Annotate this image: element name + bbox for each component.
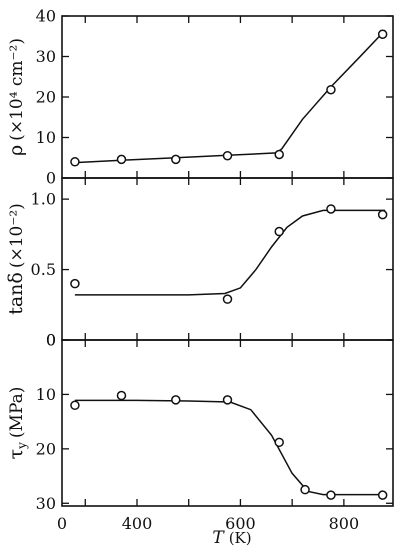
plot-frame [61, 339, 394, 507]
data-point [171, 395, 181, 405]
y-axis-symbol: tanδ [5, 272, 27, 315]
panel-tau: 0 10 20 30 τy (MPa) [5, 331, 394, 513]
y-tick-label: 0 [46, 169, 56, 188]
data-point [116, 390, 127, 401]
data-point [171, 154, 181, 165]
data-point [377, 29, 388, 39]
panel-tand: 0 0.5 1.0 tanδ (×10⁻²) [5, 177, 394, 350]
y-tick-label: 0.5 [31, 260, 56, 279]
data-point [70, 157, 80, 167]
data-point [326, 84, 336, 95]
data-point [222, 395, 233, 405]
data-point [222, 294, 233, 304]
data-point [70, 400, 80, 411]
data-point [377, 490, 388, 500]
y-axis-label: τy (MPa) [5, 387, 29, 460]
y-axis-unit: (×10⁴ cm⁻²) [7, 38, 27, 141]
data-point [274, 437, 284, 448]
fit-curve [74, 209, 386, 296]
y-axis-unit: (MPa) [7, 387, 27, 438]
y-axis-symbol: τ [5, 449, 27, 460]
x-axis-unit: (K) [229, 529, 252, 547]
data-point [222, 150, 233, 161]
y-axis-label: ρ (×10⁴ cm⁻²) [5, 38, 27, 156]
y-tick-label: 10 [36, 128, 56, 147]
data-point [326, 204, 336, 214]
y-tick-label: 40 [36, 7, 56, 26]
y-tick-label: 0 [46, 331, 56, 350]
fit-curve [74, 29, 386, 164]
x-tick-label: 0 [57, 514, 67, 533]
y-axis-label: tanδ (×10⁻²) [5, 203, 27, 315]
data-point [377, 209, 388, 220]
data-point [326, 490, 336, 500]
y-axis-unit: (×10⁻²) [7, 203, 27, 268]
y-tick-label: 20 [36, 439, 56, 458]
data-point [274, 226, 284, 237]
y-axis-subscript: y [15, 442, 29, 450]
x-tick-label: 600 [225, 514, 256, 533]
data-point [116, 154, 127, 165]
panel-rho: 0 10 20 30 40 ρ (×10⁴ cm⁻²) [5, 7, 394, 188]
y-tick-label: 30 [36, 494, 56, 513]
x-axis-label: T (K) [212, 528, 251, 548]
y-tick-label: 1.0 [31, 190, 56, 209]
plot-frame [61, 177, 394, 341]
y-tick-label: 10 [36, 385, 56, 404]
y-tick-label: 0 [46, 331, 56, 350]
data-point [274, 149, 284, 160]
y-tick-label: 20 [36, 88, 56, 107]
y-tick-label: 30 [36, 47, 56, 66]
x-axis-symbol: T [212, 528, 225, 548]
x-tick-label: 800 [329, 514, 360, 533]
data-point [300, 484, 310, 495]
x-tick-label: 400 [122, 514, 153, 533]
data-point [70, 278, 80, 289]
fit-curve [74, 399, 386, 496]
y-axis-symbol: ρ [5, 145, 27, 156]
